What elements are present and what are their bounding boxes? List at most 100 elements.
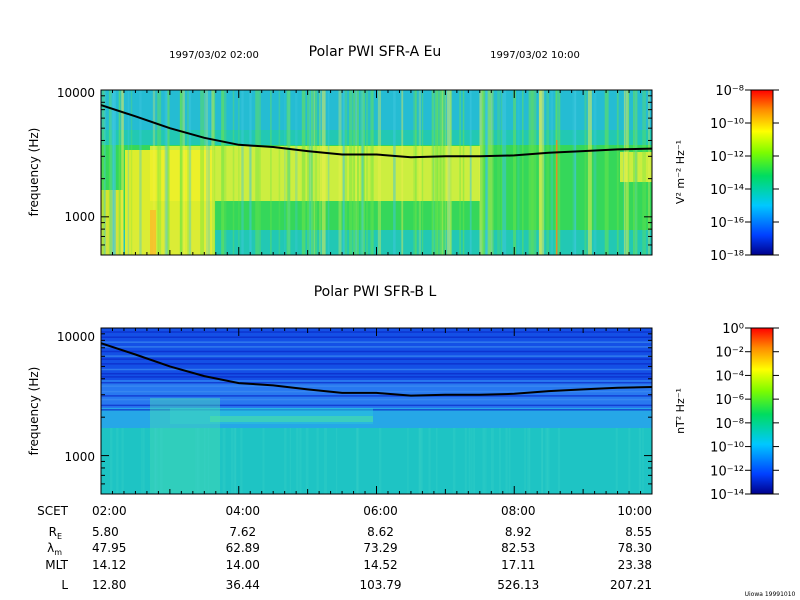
spec-a-streak xyxy=(528,90,532,255)
spec-b-streak xyxy=(545,428,548,494)
ephemeris-re-4: 8.55 xyxy=(625,525,652,539)
spec-a-streak xyxy=(342,90,345,255)
spec-a-streak xyxy=(371,90,374,255)
spec-a-orange-streak xyxy=(556,140,558,255)
spec-b-streak xyxy=(638,428,642,494)
spec-b-streak xyxy=(142,428,145,494)
spec-b-streak xyxy=(482,428,486,494)
spec-b-streak xyxy=(289,428,292,494)
ephemeris-mlt-4: 23.38 xyxy=(618,558,652,572)
colorbar-b-tick-label: 10⁰ xyxy=(722,322,744,337)
spec-a-streak xyxy=(539,90,542,255)
colorbar-b-scale xyxy=(750,327,774,495)
spec-a-streak xyxy=(648,90,650,255)
spec-b-green-line xyxy=(210,416,373,422)
colorbar-a-tick-label: 10⁻¹⁸ xyxy=(710,249,744,264)
ephemeris-lambda-3: 82.53 xyxy=(501,541,535,555)
spec-a-streak xyxy=(250,90,252,255)
spec-b-streak xyxy=(642,428,644,494)
spec-a-streak xyxy=(221,90,224,255)
spec-a-yellow-burst xyxy=(125,150,215,255)
spec-a-streak xyxy=(248,90,251,255)
spec-b-streak xyxy=(233,428,237,494)
colorbar-b-tick-label: 10⁻¹² xyxy=(710,464,744,479)
spec-a-streak xyxy=(418,90,421,255)
spec-a-streak xyxy=(112,90,116,255)
ephemeris-time-2: 06:00 xyxy=(363,504,398,518)
spec-a-streak xyxy=(558,90,561,255)
colorbar-a-label: V² m⁻² Hz⁻¹ xyxy=(674,140,687,204)
spec-b-harmonic-line xyxy=(101,346,652,348)
spec-b-streak xyxy=(305,428,309,494)
ytick-label-a-10000: 10000 xyxy=(57,86,95,100)
spec-a-streak xyxy=(318,90,320,255)
spec-a-streak xyxy=(101,90,104,255)
spec-b-streak xyxy=(234,428,237,494)
spec-a-streak xyxy=(118,90,121,255)
spec-a-streak xyxy=(587,90,592,255)
spec-b-harmonic-line xyxy=(101,395,652,397)
spec-a-streak xyxy=(531,90,534,255)
ephemeris-mlt-1: 14.00 xyxy=(226,558,260,572)
colorbar-b-tick-label: 10⁻² xyxy=(715,346,744,361)
ylabel-a: frequency (Hz) xyxy=(27,128,41,217)
spec-a-streak xyxy=(634,90,638,255)
spec-a-streak xyxy=(604,90,609,255)
cutoff-line-b xyxy=(101,342,652,397)
spec-a-streak xyxy=(301,90,306,255)
ephemeris-time-1: 04:00 xyxy=(225,504,260,518)
ephemeris-lambda-1: 62.89 xyxy=(226,541,260,555)
ephemeris-lambda-2: 73.29 xyxy=(363,541,397,555)
spec-a-streak xyxy=(633,90,637,255)
ephemeris-mlt-3: 17.11 xyxy=(501,558,535,572)
spec-b-streak xyxy=(240,428,243,494)
spec-b-streak xyxy=(485,428,487,494)
spec-b-streak xyxy=(141,428,143,494)
spec-a-streak xyxy=(344,90,348,255)
spec-a-streak xyxy=(130,90,133,255)
spec-a-streak xyxy=(497,90,500,255)
colorbar-b-tick-label: 10⁻⁴ xyxy=(715,369,744,384)
spec-b-mid-band xyxy=(101,380,652,408)
spec-a-streak xyxy=(158,90,162,255)
spec-b-streak xyxy=(155,428,158,494)
spec-a-streak xyxy=(295,90,298,255)
spec-a-streak xyxy=(200,90,205,255)
spec-a-streak xyxy=(434,90,439,255)
spec-b-streak xyxy=(203,428,206,494)
spec-a-streak xyxy=(627,90,630,255)
spec-a-streak xyxy=(310,90,314,255)
spec-b-streak xyxy=(356,428,359,494)
spec-a-streak xyxy=(361,90,364,255)
spec-a-streak xyxy=(152,90,156,255)
spec-a-streak xyxy=(415,90,417,255)
spec-a-streak xyxy=(349,90,353,255)
spec-a-streak xyxy=(307,90,311,255)
spec-b-streak xyxy=(436,428,438,494)
spec-a-streak xyxy=(546,90,550,255)
spec-a-streak xyxy=(447,90,450,255)
spec-a-streak xyxy=(550,90,554,255)
spec-a-streak xyxy=(450,90,452,255)
spec-a-streak xyxy=(357,90,359,255)
spec-b-streak xyxy=(498,428,501,494)
spec-b-harmonic-line xyxy=(101,350,652,353)
spectrogram-b: 10000 1000 frequency (Hz) xyxy=(27,327,653,495)
spec-a-streak xyxy=(486,90,488,255)
ephemeris-mlt-2: 14.52 xyxy=(363,558,397,572)
spec-a-streak xyxy=(179,90,182,255)
spec-a-streak xyxy=(270,90,272,255)
spec-b-streak xyxy=(316,428,319,494)
spec-a-streak xyxy=(513,90,517,255)
spec-b-streak xyxy=(428,428,431,494)
spec-b-streak xyxy=(335,428,338,494)
row-label-scet: SCET xyxy=(37,504,69,518)
spec-a-streak xyxy=(502,90,507,255)
spec-b-streak xyxy=(490,428,494,494)
spec-a-streak xyxy=(211,90,216,255)
ephemeris-re-2: 8.62 xyxy=(367,525,394,539)
colorbar-a-tick-label: 10⁻¹² xyxy=(710,150,744,165)
spec-b-streak xyxy=(524,428,526,494)
colorbar-b-tick-label: 10⁻¹⁴ xyxy=(710,488,744,503)
start-time: 1997/03/02 02:00 xyxy=(169,50,259,61)
